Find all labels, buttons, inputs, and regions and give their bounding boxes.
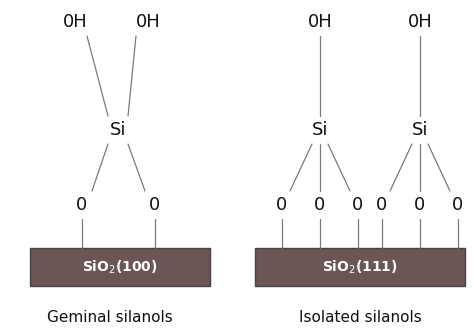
FancyBboxPatch shape	[255, 248, 465, 286]
Text: 0: 0	[376, 196, 388, 214]
Text: 0: 0	[149, 196, 161, 214]
Text: Si: Si	[110, 121, 126, 139]
Text: 0: 0	[414, 196, 426, 214]
Text: 0: 0	[314, 196, 326, 214]
Text: 0: 0	[76, 196, 88, 214]
Text: 0H: 0H	[136, 13, 160, 31]
Text: 0H: 0H	[63, 13, 87, 31]
Text: 0H: 0H	[408, 13, 432, 31]
Text: SiO$_2$(100): SiO$_2$(100)	[82, 258, 158, 276]
Text: 0: 0	[276, 196, 288, 214]
Text: 0: 0	[352, 196, 364, 214]
Text: SiO$_2$(111): SiO$_2$(111)	[322, 258, 398, 276]
Text: 0: 0	[452, 196, 464, 214]
FancyBboxPatch shape	[30, 248, 210, 286]
Text: Si: Si	[312, 121, 328, 139]
Text: Si: Si	[412, 121, 428, 139]
Text: 0H: 0H	[308, 13, 332, 31]
Text: Isolated silanols: Isolated silanols	[299, 311, 421, 326]
Text: Geminal silanols: Geminal silanols	[47, 311, 173, 326]
